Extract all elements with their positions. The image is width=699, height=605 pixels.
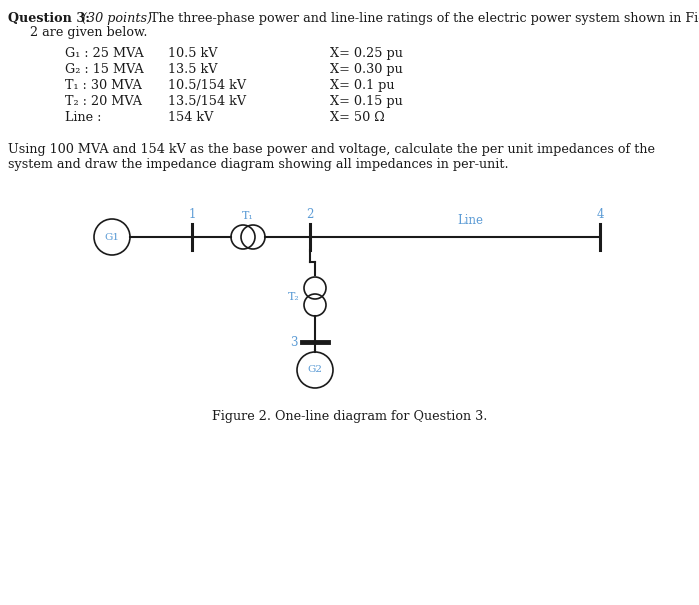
Text: 10.5 kV: 10.5 kV — [168, 47, 217, 60]
Text: 13.5/154 kV: 13.5/154 kV — [168, 95, 246, 108]
Text: T₁ : 30 MVA: T₁ : 30 MVA — [65, 79, 142, 92]
Text: 3: 3 — [291, 336, 298, 348]
Text: G1: G1 — [104, 232, 120, 241]
Text: The three-phase power and line-line ratings of the electric power system shown i: The three-phase power and line-line rati… — [146, 12, 699, 25]
Text: X= 0.25 pu: X= 0.25 pu — [330, 47, 403, 60]
Text: Question 3:: Question 3: — [8, 12, 90, 25]
Text: T₂: T₂ — [288, 292, 300, 301]
Text: 2: 2 — [306, 208, 314, 221]
Text: Line: Line — [457, 214, 483, 227]
Text: Using 100 MVA and 154 kV as the base power and voltage, calculate the per unit i: Using 100 MVA and 154 kV as the base pow… — [8, 143, 655, 156]
Text: 154 kV: 154 kV — [168, 111, 213, 124]
Text: system and draw the impedance diagram showing all impedances in per-unit.: system and draw the impedance diagram sh… — [8, 158, 509, 171]
Text: X= 0.1 pu: X= 0.1 pu — [330, 79, 394, 92]
Text: Figure 2. One-line diagram for Question 3.: Figure 2. One-line diagram for Question … — [212, 410, 488, 423]
Text: G₁ : 25 MVA: G₁ : 25 MVA — [65, 47, 144, 60]
Text: 4: 4 — [596, 208, 604, 221]
Text: T₁: T₁ — [242, 211, 254, 221]
Text: X= 0.30 pu: X= 0.30 pu — [330, 63, 403, 76]
Text: 1: 1 — [188, 208, 196, 221]
Text: X= 50 Ω: X= 50 Ω — [330, 111, 384, 124]
Text: 13.5 kV: 13.5 kV — [168, 63, 217, 76]
Text: (30 points): (30 points) — [82, 12, 152, 25]
Text: 2 are given below.: 2 are given below. — [30, 26, 147, 39]
Text: 10.5/154 kV: 10.5/154 kV — [168, 79, 246, 92]
Text: X= 0.15 pu: X= 0.15 pu — [330, 95, 403, 108]
Text: G₂ : 15 MVA: G₂ : 15 MVA — [65, 63, 144, 76]
Text: G2: G2 — [308, 365, 322, 374]
Text: T₂ : 20 MVA: T₂ : 20 MVA — [65, 95, 142, 108]
Text: Line :: Line : — [65, 111, 101, 124]
